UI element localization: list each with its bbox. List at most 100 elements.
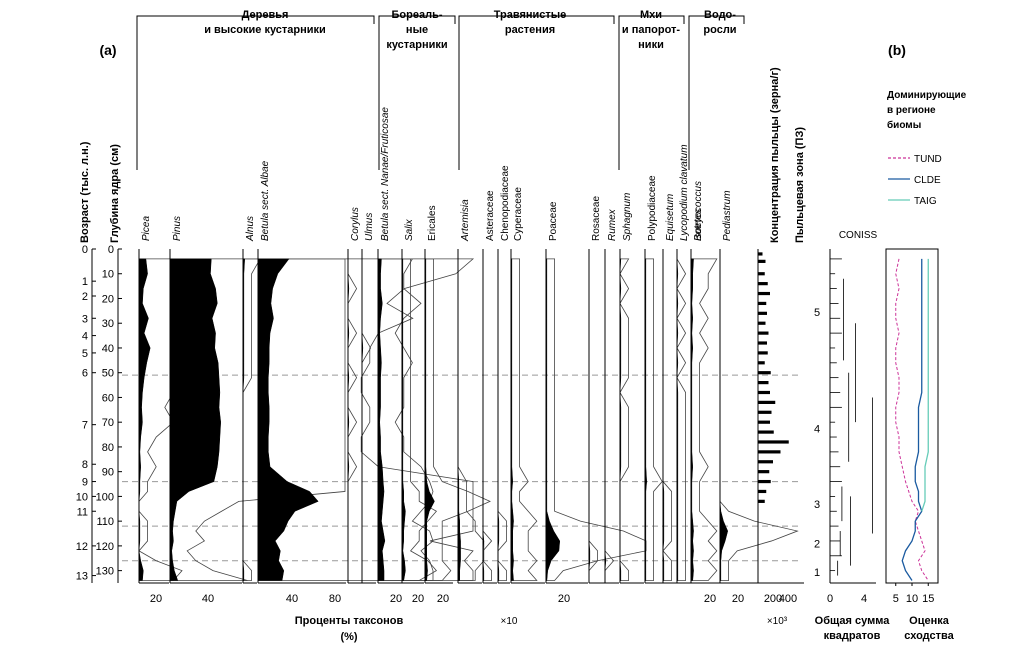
coniss-tick: 0 <box>827 593 833 605</box>
age-tick-label: 9 <box>82 477 88 489</box>
group-bracket <box>688 15 745 170</box>
age-tick-label: 3 <box>82 313 88 325</box>
taxon-exaggeration-10 <box>482 258 493 581</box>
biome-tick-label: 10 <box>906 593 918 605</box>
group-label-2: Травянистые <box>494 9 567 21</box>
concentration-bar <box>758 479 771 484</box>
concentration-bar <box>758 301 767 306</box>
taxon-name-18: Equisetum <box>665 194 676 241</box>
concentration-bar <box>758 381 769 385</box>
depth-tick-label: 20 <box>102 293 114 305</box>
taxon-name-10: Asteraceae <box>485 190 496 241</box>
taxon-curve-6 <box>377 258 386 581</box>
group-label-3: Мхи <box>640 9 662 21</box>
percent-axis-title: Проценты таксонов <box>295 615 404 627</box>
taxon-exaggeration-15 <box>604 258 615 581</box>
taxon-curve-0 <box>138 258 151 581</box>
taxon-exaggeration-1 <box>170 258 346 581</box>
biome-xlabel: Оценка <box>909 615 950 627</box>
zone-label-2: 2 <box>814 538 820 550</box>
group-label-1: Бореаль- <box>392 9 443 21</box>
age-tick-label: 0 <box>82 244 88 256</box>
panel-label-a: (a) <box>99 42 116 58</box>
taxon-curve-22 <box>719 258 729 581</box>
percent-tick: 20 <box>390 593 402 605</box>
taxon-name-8: Ericales <box>427 205 438 241</box>
panel-label-b: (b) <box>888 42 906 58</box>
zone-label-5: 5 <box>814 307 820 319</box>
taxon-exaggeration-4 <box>347 258 358 581</box>
concentration-bar <box>758 390 770 395</box>
biome-title: Доминирующие <box>887 90 967 101</box>
age-tick-label: 7 <box>82 420 88 432</box>
taxon-exaggeration-19 <box>676 258 687 581</box>
depth-tick-label: 100 <box>96 491 114 503</box>
taxon-name-3: Betula sect. Albae <box>260 160 271 241</box>
biome-series-TUND <box>895 258 929 581</box>
coniss-title: CONISS <box>839 230 878 241</box>
taxon-exaggeration-11 <box>497 258 508 581</box>
taxon-curve-12 <box>510 258 514 581</box>
group-bracket <box>136 15 375 170</box>
percent-tick: 20 <box>437 593 449 605</box>
percent-tick: 40 <box>202 593 214 605</box>
concentration-bar <box>758 252 763 256</box>
taxon-exaggeration-5 <box>361 258 372 581</box>
taxon-name-20: Isoetes <box>693 209 704 241</box>
taxon-exaggeration-13 <box>546 258 647 581</box>
biome-series-CLDE <box>901 258 923 581</box>
depth-axis-title: Глубина ядра (см) <box>109 144 121 243</box>
concentration-multiplier: ×10³ <box>767 616 788 627</box>
taxon-exaggeration-22 <box>719 258 799 581</box>
depth-tick-label: 0 <box>108 244 114 256</box>
taxon-exaggeration-8 <box>425 258 491 581</box>
concentration-bar <box>758 410 772 414</box>
taxon-name-16: Sphagnum <box>622 193 633 241</box>
taxon-name-12: Cyperaceae <box>513 187 524 241</box>
percent-tick: 80 <box>329 593 341 605</box>
percent-tick: 20 <box>412 593 424 605</box>
age-tick-label: 11 <box>77 506 88 518</box>
group-label-4: Водо- <box>704 9 736 21</box>
age-tick-label: 4 <box>82 331 88 343</box>
taxon-name-21: Botryococcus <box>693 181 704 241</box>
concentration-bar <box>758 341 767 345</box>
concentration-bar <box>758 259 766 263</box>
taxon-name-4: Corylus <box>350 207 361 241</box>
concentration-bar <box>758 460 773 464</box>
taxon-name-13: Poaceae <box>548 201 559 241</box>
biome-title: в регионе <box>887 105 936 116</box>
percent-axis-title: (%) <box>340 631 357 643</box>
concentration-bar <box>758 430 774 434</box>
group-label-0: и высокие кустарники <box>204 24 326 36</box>
group-label-2: растения <box>505 24 555 36</box>
taxon-exaggeration-14 <box>588 258 598 581</box>
taxon-exaggeration-9 <box>457 258 485 581</box>
concentration-bar <box>758 331 769 335</box>
exaggeration-note: ×10 <box>501 616 518 627</box>
depth-tick-label: 10 <box>102 269 114 281</box>
depth-tick-label: 120 <box>96 541 114 553</box>
taxon-name-19: Lycopodium clavatum <box>679 144 690 241</box>
taxon-curve-7 <box>401 258 406 581</box>
taxon-name-1: Pinus <box>172 216 183 241</box>
concentration-bar <box>758 450 781 454</box>
taxon-name-9: Artemisia <box>460 199 471 242</box>
taxon-curve-1 <box>169 258 221 581</box>
depth-tick-label: 60 <box>102 392 114 404</box>
zone-label-3: 3 <box>814 499 820 511</box>
depth-tick-label: 70 <box>102 417 114 429</box>
biome-title: биомы <box>887 119 921 131</box>
biome-series-TAIG <box>921 258 929 512</box>
group-label-4: росли <box>703 24 736 36</box>
group-label-3: ники <box>638 39 664 51</box>
taxon-exaggeration-17 <box>645 258 663 581</box>
percent-tick: 20 <box>732 593 744 605</box>
taxon-exaggeration-6 <box>378 258 434 581</box>
group-label-1: ные <box>406 24 428 36</box>
taxon-name-0: Picea <box>141 216 152 241</box>
group-label-1: кустарники <box>386 39 447 51</box>
taxon-curve-3 <box>257 258 319 581</box>
coniss-xlabel: квадратов <box>824 630 881 642</box>
